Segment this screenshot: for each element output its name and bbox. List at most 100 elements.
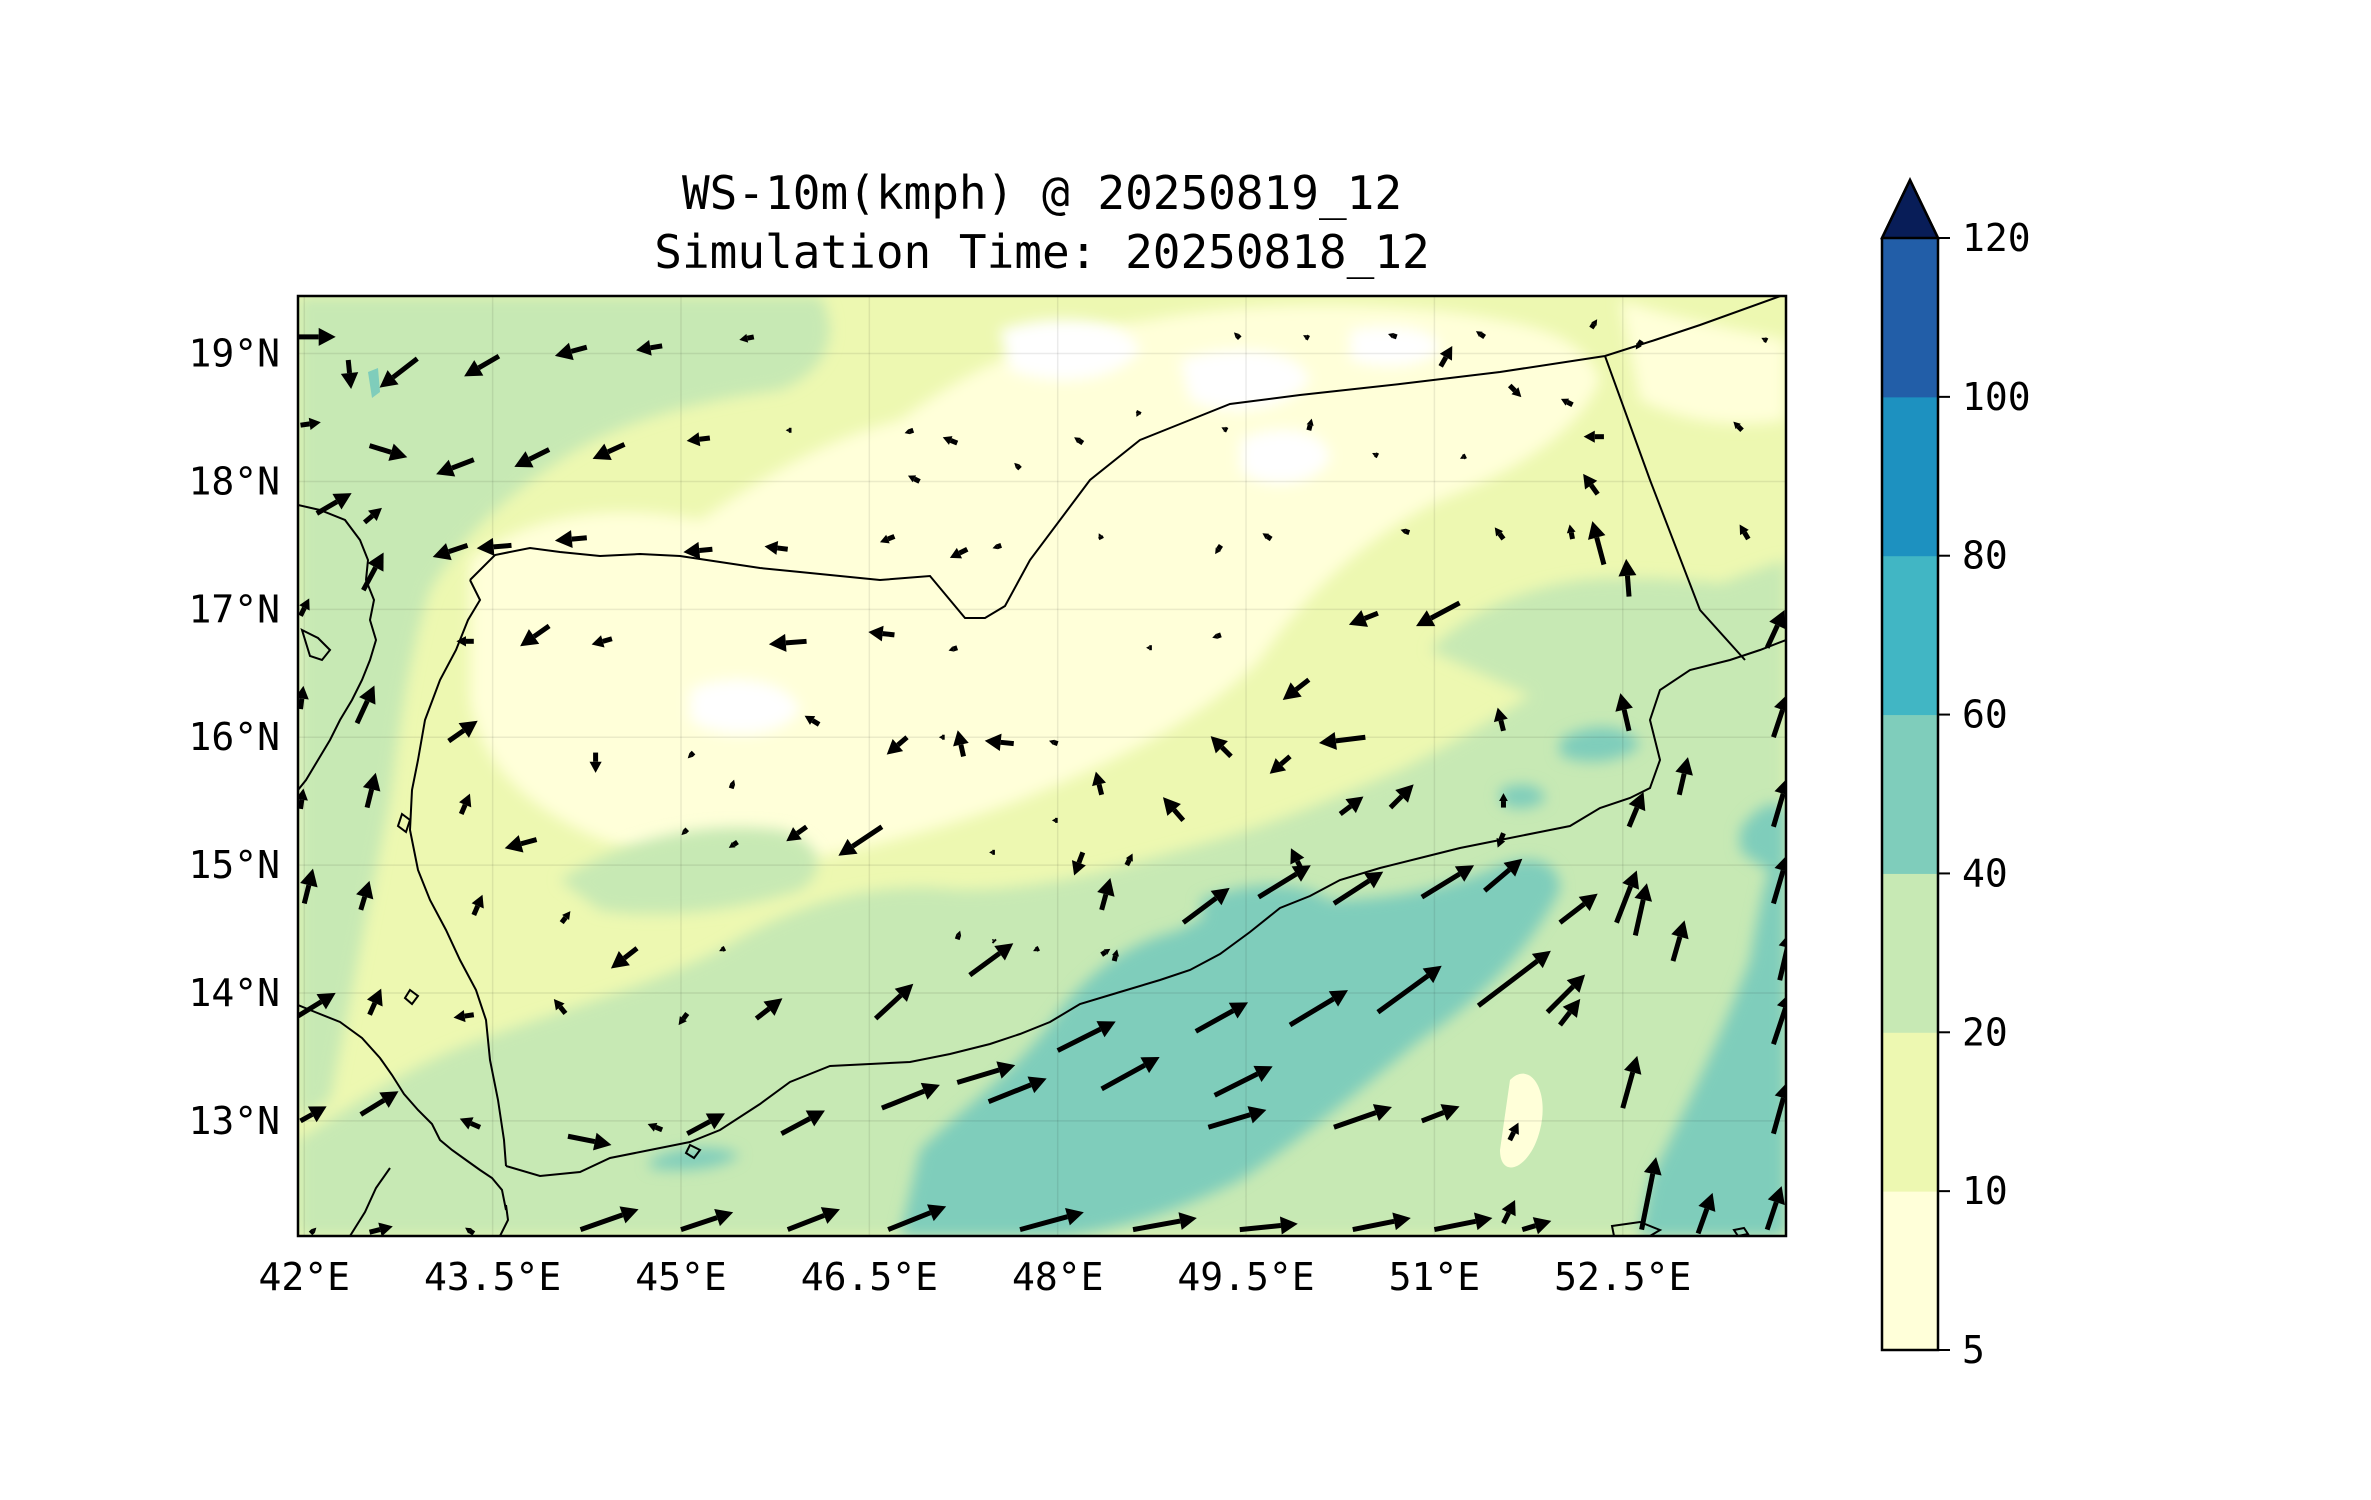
calm-patch-center [690, 679, 800, 734]
wind-arrow [1388, 333, 1398, 340]
kamaran-island [396, 812, 412, 834]
wind-arrow [447, 720, 478, 744]
lon-tick-label: 43.5°E [424, 1255, 561, 1299]
wind-arrow [948, 645, 959, 652]
wind-arrow [953, 730, 969, 757]
wind-arrow [1771, 996, 1786, 1045]
wind-arrow [1618, 558, 1637, 597]
wind-arrow [1033, 946, 1040, 952]
wind-arrow [680, 1209, 734, 1232]
wind-arrow [1499, 793, 1508, 808]
wind-arrow [1212, 632, 1222, 639]
wind-arrow [739, 333, 755, 343]
wind-arrow [362, 772, 381, 809]
wind-arrow [1632, 883, 1653, 936]
wind-arrow [456, 636, 474, 647]
wind-arrow [1771, 1083, 1786, 1135]
wind-arrow [1583, 430, 1604, 443]
wind-arrow [1210, 736, 1233, 759]
wind-arrow [520, 623, 551, 647]
djibouti-coast [499, 1204, 510, 1236]
lon-tick-label: 52.5°E [1554, 1255, 1691, 1299]
wind-arrow [647, 1122, 664, 1133]
northeast-light-zone [1620, 300, 1786, 424]
eritrea-coast [298, 1004, 507, 1211]
wind-arrow [1764, 1186, 1785, 1231]
wind-arrow [938, 734, 945, 740]
yemen-oman-border [1604, 355, 1746, 661]
wind-arrow [1288, 990, 1348, 1028]
wind-arrow [1589, 319, 1598, 330]
colorbar-tick-label: 120 [1962, 216, 2031, 260]
wind-arrow [1239, 1216, 1298, 1235]
wind-arrow [504, 835, 538, 853]
colorbar-tick-label: 10 [1962, 1169, 2008, 1213]
wind-arrow [886, 735, 909, 755]
wind-arrow [1566, 524, 1576, 540]
wind-arrow [514, 447, 551, 468]
wind-arrow [298, 685, 309, 710]
wind-arrow [1420, 865, 1475, 900]
gridlines [298, 296, 1786, 1236]
lat-tick-label: 17°N [188, 587, 280, 631]
wind-arrow [1545, 974, 1586, 1014]
lon-tick-label: 46.5°E [801, 1255, 938, 1299]
wind-arrow [683, 541, 713, 560]
wind-arrow [368, 1222, 393, 1236]
wind-arrow [754, 998, 783, 1021]
lat-tick-label: 19°N [188, 332, 280, 376]
wind-arrow [1400, 528, 1411, 535]
wind-arrow [1352, 1212, 1411, 1233]
colorbar-band [1882, 714, 1938, 874]
wind-arrow [1614, 870, 1640, 924]
colorbar-tick-label: 100 [1962, 375, 2031, 419]
wind-arrow [308, 1227, 317, 1236]
wind-arrow [567, 1132, 612, 1151]
wind-arrow [1194, 1002, 1249, 1034]
wind-arrow [1262, 533, 1273, 542]
lat-tick-label: 14°N [188, 971, 280, 1015]
wind-arrow [1146, 645, 1152, 651]
wind-arrow [687, 750, 696, 759]
wind-arrow [1433, 1212, 1493, 1233]
colorbar: 5 10 20 40 60 80 100 120 [1880, 177, 2031, 1372]
colorbar-band [1882, 555, 1938, 716]
wind-arrow [589, 752, 602, 773]
wind-arrow [1056, 1021, 1116, 1053]
wind-arrow [636, 340, 663, 356]
wind-arrow [786, 1207, 840, 1232]
wind-arrow [949, 546, 969, 559]
lon-tick-label: 42°E [259, 1255, 351, 1299]
wind-arrow [904, 427, 915, 435]
wind-arrow [354, 685, 376, 725]
wind-arrow [907, 475, 921, 484]
wind-arrow [1771, 856, 1786, 905]
wind-arrow [340, 359, 359, 389]
calm-patch-north-b [1180, 349, 1310, 411]
colorbar-tick-label: 40 [1962, 851, 2008, 895]
wind-arrow [1092, 771, 1106, 796]
wind-arrow [1132, 1212, 1197, 1233]
wind-arrow [464, 353, 501, 377]
map-area [298, 296, 1786, 1236]
lon-tick-label: 51°E [1389, 1255, 1481, 1299]
wind-arrow [992, 543, 1002, 550]
tiny-strong-patch [368, 368, 380, 398]
wind-arrow [1213, 1065, 1273, 1098]
wind-arrow [1761, 337, 1769, 343]
lat-tick-label: 15°N [188, 843, 280, 887]
wind-arrow [1615, 693, 1633, 732]
wind-arrow [1333, 1104, 1392, 1130]
wind-arrow [298, 992, 336, 1019]
wind-arrow [554, 342, 588, 361]
calm-patch-north-c [1240, 429, 1330, 484]
wind-arrow [786, 824, 809, 842]
title-line-2: Simulation Time: 20250818_12 [654, 225, 1429, 279]
wind-arrow [968, 943, 1014, 978]
colorbar-band [1882, 396, 1938, 557]
wind-arrow [768, 633, 807, 652]
wind-arrow [1051, 817, 1058, 823]
wind-arrow [1507, 1122, 1519, 1142]
wind-arrow [1097, 877, 1115, 911]
colorbar-band [1882, 873, 1938, 1033]
